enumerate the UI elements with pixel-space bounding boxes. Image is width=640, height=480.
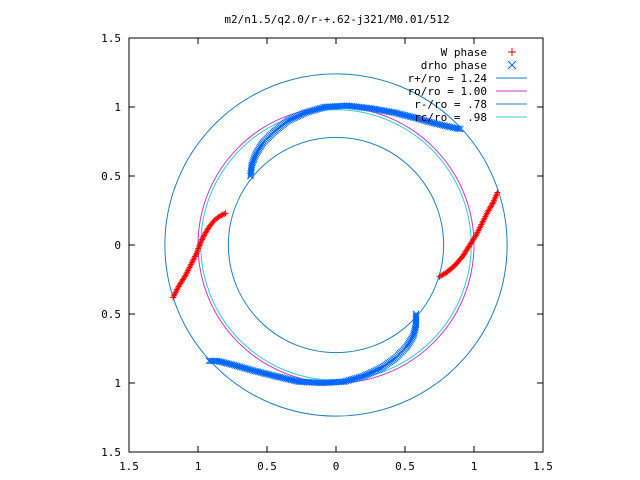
legend-sample-drho-phase — [507, 60, 517, 70]
circle-r- — [227, 136, 445, 354]
x-tick-label: 1.5 — [119, 460, 139, 473]
x-tick-label: 1 — [195, 460, 202, 473]
circle-ro — [197, 106, 475, 384]
legend-label: r-/ro = .78 — [414, 98, 487, 111]
w-phase-point — [197, 239, 204, 246]
x-tick-label: 0 — [333, 460, 340, 473]
drho-phase-point — [412, 310, 420, 318]
legend-label: rc/ro = .98 — [414, 111, 487, 124]
w-phase-point — [198, 237, 205, 244]
circle-rc — [200, 109, 472, 381]
w-phase-point — [218, 212, 225, 219]
y-tick-label: 0.5 — [101, 170, 121, 183]
drho-phase-point — [455, 125, 462, 133]
y-tick-label: 1.5 — [101, 446, 121, 459]
x-tick-label: 0.5 — [395, 460, 415, 473]
y-tick-label: 1 — [114, 377, 121, 390]
drho-phase-point — [412, 312, 420, 319]
drho-phase-point — [207, 357, 215, 365]
w-phase-point — [200, 233, 207, 240]
y-tick-label: 1.5 — [101, 32, 121, 45]
w-phase-point — [199, 235, 206, 242]
y-tick-label: 1 — [114, 101, 121, 114]
drho-phase-point — [412, 316, 420, 324]
w-phase-point — [222, 210, 229, 217]
legend-label: W phase — [441, 46, 487, 59]
drho-phase-point — [412, 315, 420, 323]
legend-sample-w-phase — [508, 48, 516, 56]
axis-ticks: 1.5 1 0.5 0 0.5 1 1.51.510.500.511.5 — [101, 32, 553, 473]
w-phase-point — [494, 189, 501, 196]
x-tick-label: 1.5 — [533, 460, 553, 473]
w-phase-point — [199, 236, 206, 243]
w-phase-point — [217, 213, 224, 220]
chart-marks — [164, 73, 508, 417]
drho-phase-point — [205, 357, 213, 365]
w-phase-point — [221, 210, 228, 217]
y-tick-label: 0 — [114, 239, 121, 252]
legend-label: r+/ro = 1.24 — [408, 72, 488, 85]
w-phase-point — [219, 211, 226, 218]
legend-label: ro/ro = 1.00 — [408, 85, 487, 98]
drho-phase-point — [456, 125, 464, 133]
w-phase-point — [489, 200, 496, 207]
y-tick-label: 0.5 — [101, 308, 121, 321]
x-tick-label: 1 — [471, 460, 478, 473]
drho-phase-point — [412, 313, 420, 321]
x-tick-label: 0.5 — [257, 460, 277, 473]
chart-title: m2/n1.5/q2.0/r-+.62-j321/M0.01/512 — [224, 13, 449, 26]
legend-label: drho phase — [421, 59, 487, 72]
circle-r+ — [164, 73, 508, 417]
